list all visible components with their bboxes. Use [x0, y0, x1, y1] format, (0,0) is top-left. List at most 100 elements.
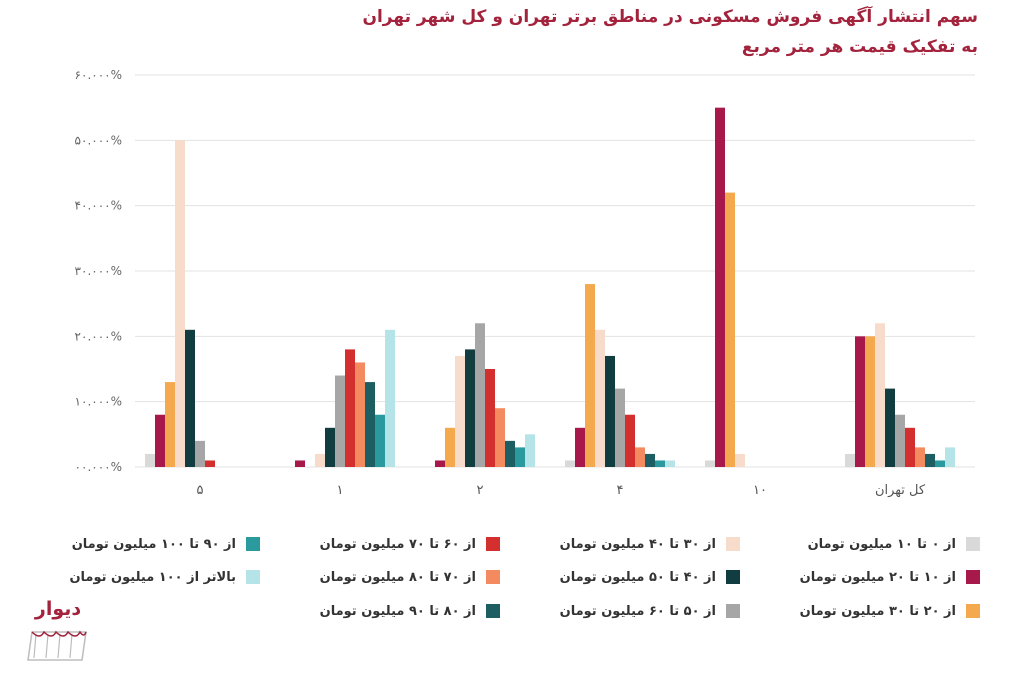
bar-cat5-series0 [845, 453, 855, 467]
bar-cat1-series1 [295, 460, 305, 467]
grid-lines [135, 74, 975, 468]
legend-swatch [486, 570, 500, 584]
bar-cat2-series4 [465, 349, 475, 467]
bar-cat3-series2 [585, 284, 595, 467]
legend-swatch [966, 537, 980, 551]
bar-cat0-series6 [205, 460, 215, 467]
legend-item: از ۹۰ تا ۱۰۰ میلیون تومان [72, 533, 260, 555]
bar-cat1-series5 [335, 375, 345, 467]
legend-item: بالاتر از ۱۰۰ میلیون تومان [69, 566, 260, 588]
x-tick-label: ۱۰ [753, 483, 767, 498]
bar-cat2-series1 [435, 460, 445, 467]
bar-cat5-series4 [885, 388, 895, 467]
logo-text: دیوار [34, 598, 82, 620]
legend-label: از ۵۰ تا ۶۰ میلیون تومان [559, 603, 716, 619]
bar-cat5-series6 [905, 427, 915, 467]
bar-cat3-series10 [665, 460, 675, 467]
legend-item: از ۵۰ تا ۶۰ میلیون تومان [560, 600, 740, 622]
x-tick-label: کل تهران [875, 483, 926, 498]
legend-swatch [486, 604, 500, 618]
legend-item: از ۰ تا ۱۰ میلیون تومان [808, 533, 980, 555]
legend-label: از ۶۰ تا ۷۰ میلیون تومان [319, 536, 476, 552]
bar-cat2-series2 [445, 427, 455, 467]
legend-label: از ۰ تا ۱۰ میلیون تومان [807, 536, 956, 552]
bar-cat2-series5 [475, 323, 485, 467]
legend-item: از ۳۰ تا ۴۰ میلیون تومان [560, 533, 740, 555]
x-axis-tick-labels: ۵ ۱ ۲ ۴ ۱۰ کل تهران [197, 483, 926, 498]
legend-label: از ۱۰ تا ۲۰ میلیون تومان [799, 569, 956, 585]
y-axis-tick-labels: ۰۰.۰۰۰% ۱۰.۰۰۰% ۲۰.۰۰۰% ۳۰.۰۰۰% ۴۰.۰۰۰% ۵۰.۰۰… [75, 68, 122, 474]
y-tick-label: ۳۰.۰۰۰% [75, 264, 122, 278]
bar-cat3-series3 [595, 329, 605, 467]
bar-cat5-series5 [895, 414, 905, 467]
legend-label: از ۳۰ تا ۴۰ میلیون تومان [559, 536, 716, 552]
bar-cat3-series7 [635, 447, 645, 467]
bar-cat0-series5 [195, 440, 205, 467]
bar-cat4-series3 [735, 453, 745, 467]
legend-swatch [246, 537, 260, 551]
legend-swatch [726, 604, 740, 618]
legend-item: از ۴۰ تا ۵۰ میلیون تومان [560, 566, 740, 588]
bar-cat0-series0 [145, 453, 155, 467]
bar-cat5-series9 [935, 460, 945, 467]
legend-label: از ۷۰ تا ۸۰ میلیون تومان [319, 569, 476, 585]
bar-cat0-series1 [155, 414, 165, 467]
bar-cat1-series4 [325, 427, 335, 467]
x-tick-label: ۵ [197, 483, 204, 498]
bar-cat5-series8 [925, 453, 935, 467]
bar-cat5-series7 [915, 447, 925, 467]
bar-cat4-series2 [725, 192, 735, 467]
bar-cat1-series10 [385, 329, 395, 467]
x-tick-label: ۱ [337, 483, 344, 498]
legend-swatch [486, 537, 500, 551]
bar-cat0-series4 [185, 329, 195, 467]
bar-cat2-series10 [525, 434, 535, 467]
bar-cat3-series8 [645, 453, 655, 467]
x-tick-label: ۴ [617, 483, 624, 498]
legend-label: از ۹۰ تا ۱۰۰ میلیون تومان [71, 536, 236, 552]
divar-logo: دیوار [24, 598, 92, 664]
bar-cat2-series8 [505, 440, 515, 467]
bar-cat0-series3 [175, 140, 185, 468]
bar-cat3-series0 [565, 460, 575, 467]
bar-cat5-series3 [875, 323, 885, 467]
bar-cat2-series7 [495, 408, 505, 467]
bar-cat4-series0 [705, 460, 715, 467]
bar-cat0-series2 [165, 382, 175, 467]
bar-cat1-series8 [365, 382, 375, 467]
bars [145, 107, 955, 468]
bar-cat3-series5 [615, 388, 625, 467]
bar-cat5-series2 [865, 336, 875, 467]
legend-swatch [246, 570, 260, 584]
legend-swatch [726, 537, 740, 551]
bar-cat1-series9 [375, 414, 385, 467]
bar-cat5-series1 [855, 336, 865, 467]
bar-cat3-series1 [575, 427, 585, 467]
chart-title: سهم انتشار آگهی فروش مسکونی در مناطق برت… [178, 2, 978, 62]
x-tick-label: ۲ [477, 483, 484, 498]
chart-title-line-1: سهم انتشار آگهی فروش مسکونی در مناطق برت… [362, 7, 978, 27]
bar-cat3-series9 [655, 460, 665, 467]
legend-item: از ۶۰ تا ۷۰ میلیون تومان [320, 533, 500, 555]
legend-swatch [726, 570, 740, 584]
legend-swatch [966, 604, 980, 618]
legend-item: از ۱۰ تا ۲۰ میلیون تومان [800, 566, 980, 588]
chart-title-line-2: به تفکیک قیمت هر متر مربع [741, 37, 978, 57]
bar-cat1-series3 [315, 453, 325, 467]
y-tick-label: ۱۰.۰۰۰% [75, 395, 122, 409]
y-tick-label: ۶۰.۰۰۰% [75, 68, 122, 82]
bar-cat3-series6 [625, 414, 635, 467]
logo-graphic [27, 630, 87, 661]
legend-label: از ۲۰ تا ۳۰ میلیون تومان [799, 603, 956, 619]
legend-item: از ۸۰ تا ۹۰ میلیون تومان [320, 600, 500, 622]
legend-label: بالاتر از ۱۰۰ میلیون تومان [69, 569, 236, 585]
legend-item: از ۷۰ تا ۸۰ میلیون تومان [320, 566, 500, 588]
bar-cat4-series1 [715, 107, 725, 468]
bar-chart: ۰۰.۰۰۰% ۱۰.۰۰۰% ۲۰.۰۰۰% ۳۰.۰۰۰% ۴۰.۰۰۰% ۵۰.۰۰… [75, 68, 975, 498]
y-tick-label: ۴۰.۰۰۰% [75, 199, 122, 213]
legend-label: از ۸۰ تا ۹۰ میلیون تومان [319, 603, 476, 619]
bar-cat5-series10 [945, 447, 955, 467]
legend-label: از ۴۰ تا ۵۰ میلیون تومان [559, 569, 716, 585]
bar-cat2-series9 [515, 447, 525, 467]
bar-cat2-series3 [455, 355, 465, 467]
